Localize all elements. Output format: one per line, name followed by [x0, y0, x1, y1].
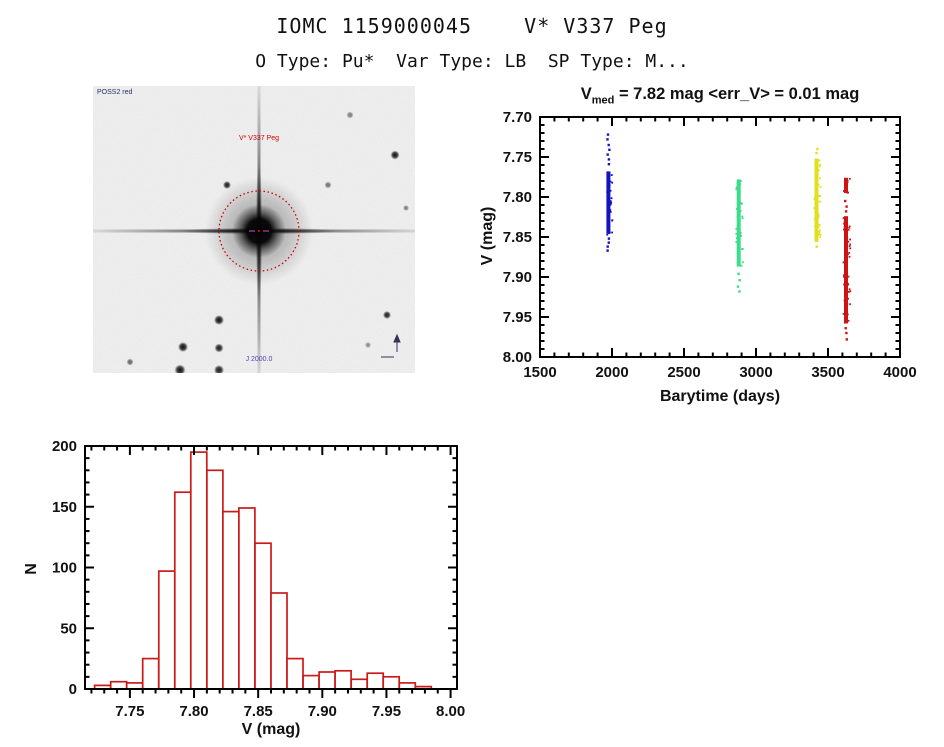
survey-label: POSS2 red: [97, 89, 133, 96]
svg-text:7.75: 7.75: [503, 149, 532, 166]
svg-text:100: 100: [52, 560, 77, 577]
svg-text:7.80: 7.80: [503, 189, 532, 206]
lightcurve-series-3: [813, 147, 822, 248]
lightcurve-axes: [539, 116, 901, 358]
svg-text:7.90: 7.90: [308, 703, 337, 720]
target-ring: [218, 190, 300, 272]
svg-text:7.90: 7.90: [503, 269, 532, 286]
svg-text:2000: 2000: [595, 364, 628, 381]
lightcurve-title: Vmed = 7.82 mag <err_V> = 0.01 mag: [510, 85, 930, 106]
lightcurve-series-2: [735, 179, 744, 293]
target-name-label: V* V337 Peg: [238, 135, 280, 142]
lightcurve-x-tick-labels: 1500 2000 2500 3000 3500 4000: [523, 364, 916, 381]
svg-text:7.95: 7.95: [372, 703, 401, 720]
histogram-axes: [84, 445, 458, 698]
compass-icon: [381, 333, 401, 358]
lightcurve-title-v: V: [580, 85, 592, 103]
histogram-y-tick-labels: 0 50 100 150 200: [52, 438, 77, 698]
lightcurve-title-subscript: med: [591, 94, 615, 107]
finding-chart-sky-image: [93, 86, 415, 373]
lightcurve-y-tick-labels: 7.70 7.75 7.80 7.85 7.90 7.95 8.00: [503, 109, 532, 366]
svg-text:4000: 4000: [883, 364, 916, 381]
svg-text:50: 50: [60, 620, 77, 637]
svg-text:2500: 2500: [667, 364, 700, 381]
lightcurve-title-rest: = 7.82 mag <err_V> = 0.01 mag: [614, 85, 860, 103]
svg-text:150: 150: [52, 499, 77, 516]
svg-text:8.00: 8.00: [503, 349, 532, 366]
svg-text:7.80: 7.80: [179, 703, 208, 720]
lightcurve-series-4: [842, 177, 852, 341]
svg-text:3000: 3000: [739, 364, 772, 381]
target-center-marker: [249, 230, 269, 232]
field-stars: [126, 111, 409, 373]
lightcurve-panel: Vmed = 7.82 mag <err_V> = 0.01 mag V (ma…: [470, 85, 944, 420]
lightcurve-series-1: [606, 133, 614, 252]
histogram-plot: 0 50 100 150 200 7.75 7.80 7.85 7.90 7.95 8.00: [52, 438, 465, 720]
lightcurve-x-axis-label: Barytime (days): [659, 388, 781, 405]
svg-text:200: 200: [52, 438, 77, 455]
page-title: IOMC 1159000045 V* V337 Peg: [276, 14, 668, 38]
svg-text:3500: 3500: [811, 364, 844, 381]
svg-text:0: 0: [69, 681, 77, 698]
page-subtitle: O Type: Pu* Var Type: LB SP Type: M...: [255, 51, 689, 72]
svg-text:7.85: 7.85: [503, 229, 532, 246]
histogram-x-tick-labels: 7.75 7.80 7.85 7.90 7.95 8.00: [115, 703, 465, 720]
svg-text:7.95: 7.95: [503, 309, 532, 326]
finding-chart-image: POSS2 red V* V337 Peg J 2000.0: [93, 86, 415, 373]
svg-text:1500: 1500: [523, 364, 556, 381]
svg-text:7.70: 7.70: [503, 109, 532, 126]
svg-text:8.00: 8.00: [436, 703, 465, 720]
svg-text:7.85: 7.85: [244, 703, 273, 720]
coordinates-label: J 2000.0: [245, 356, 273, 363]
histogram-bars: [93, 451, 433, 690]
histogram-x-axis-label: V (mag): [241, 721, 301, 738]
histogram-panel: N 0 50 100 150 200 7.75 7.80 7.85 7.90 7.95 8.00 V…: [20, 430, 494, 747]
svg-text:7.75: 7.75: [115, 703, 144, 720]
